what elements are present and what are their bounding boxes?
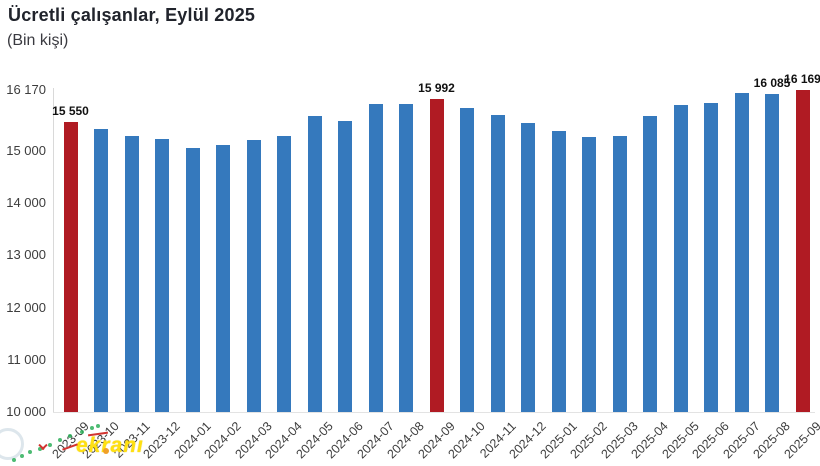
watermark-red-mark-icon [41,443,48,451]
y-axis-line [53,88,54,413]
bar-value-label-2023-09: 15 550 [52,104,89,119]
x-axis-baseline [53,412,815,413]
bar-2025-05 [673,105,688,412]
bar-2024-03 [246,140,261,412]
bar-2025-09 [795,90,810,412]
y-tick-label: 12 000 [6,299,46,315]
y-tick-label: 14 000 [6,195,46,211]
bar-2024-04 [277,136,291,412]
watermark-green-dot-icon [20,454,24,458]
bar-2023-09 [63,122,78,412]
chart-subtitle: (Bin kişi) [7,32,69,49]
watermark-green-dot-icon [80,430,84,434]
bar-2024-12 [521,122,535,412]
bar-2025-02 [582,137,596,412]
bar-2024-09 [429,99,444,412]
watermark-green-dot-icon [68,434,72,438]
bar-2024-08 [399,104,413,412]
y-tick-label: 15 000 [6,143,46,159]
bar-2025-07 [734,92,749,412]
bar-value-label-2025-08: 16 085 [753,76,791,91]
bar-2025-04 [643,116,657,412]
bar-2024-05 [307,116,322,412]
watermark-text: ekranı [76,434,144,457]
bar-2025-03 [612,135,627,412]
bar-2024-10 [460,107,474,412]
watermark-green-dot-icon [28,450,32,454]
watermark-orange-dot-icon [103,448,109,454]
bar-2023-10 [94,128,108,412]
bar-2024-11 [490,114,505,412]
chart-title: Ücretli çalışanlar, Eylül 2025 [8,5,256,25]
bar-2025-08 [765,94,779,412]
watermark-green-dot-icon [96,424,100,428]
bar-value-label-2025-09: 16 169 [784,72,820,87]
y-tick-label: 10 000 [6,404,46,419]
bar-2025-01 [551,131,566,412]
bar-2023-12 [155,139,169,412]
y-tick-label: 16 170 [6,82,46,97]
bar-2024-06 [338,120,352,412]
bar-2024-07 [368,103,383,412]
watermark-green-dot-icon [58,438,62,442]
bar-2024-01 [185,147,200,412]
bar-value-label-2024-09: 15 992 [418,81,455,96]
watermark-green-dot-icon [12,458,16,462]
y-tick-label: 13 000 [6,247,46,263]
bar-2024-02 [216,145,230,412]
watermark-green-dot-icon [90,426,94,430]
bar-2025-06 [704,102,718,412]
watermark-green-dot-icon [48,443,52,447]
bar-2023-11 [124,136,139,412]
y-tick-label: 11 000 [7,351,46,367]
watermark-green-dot-icon [38,447,42,451]
